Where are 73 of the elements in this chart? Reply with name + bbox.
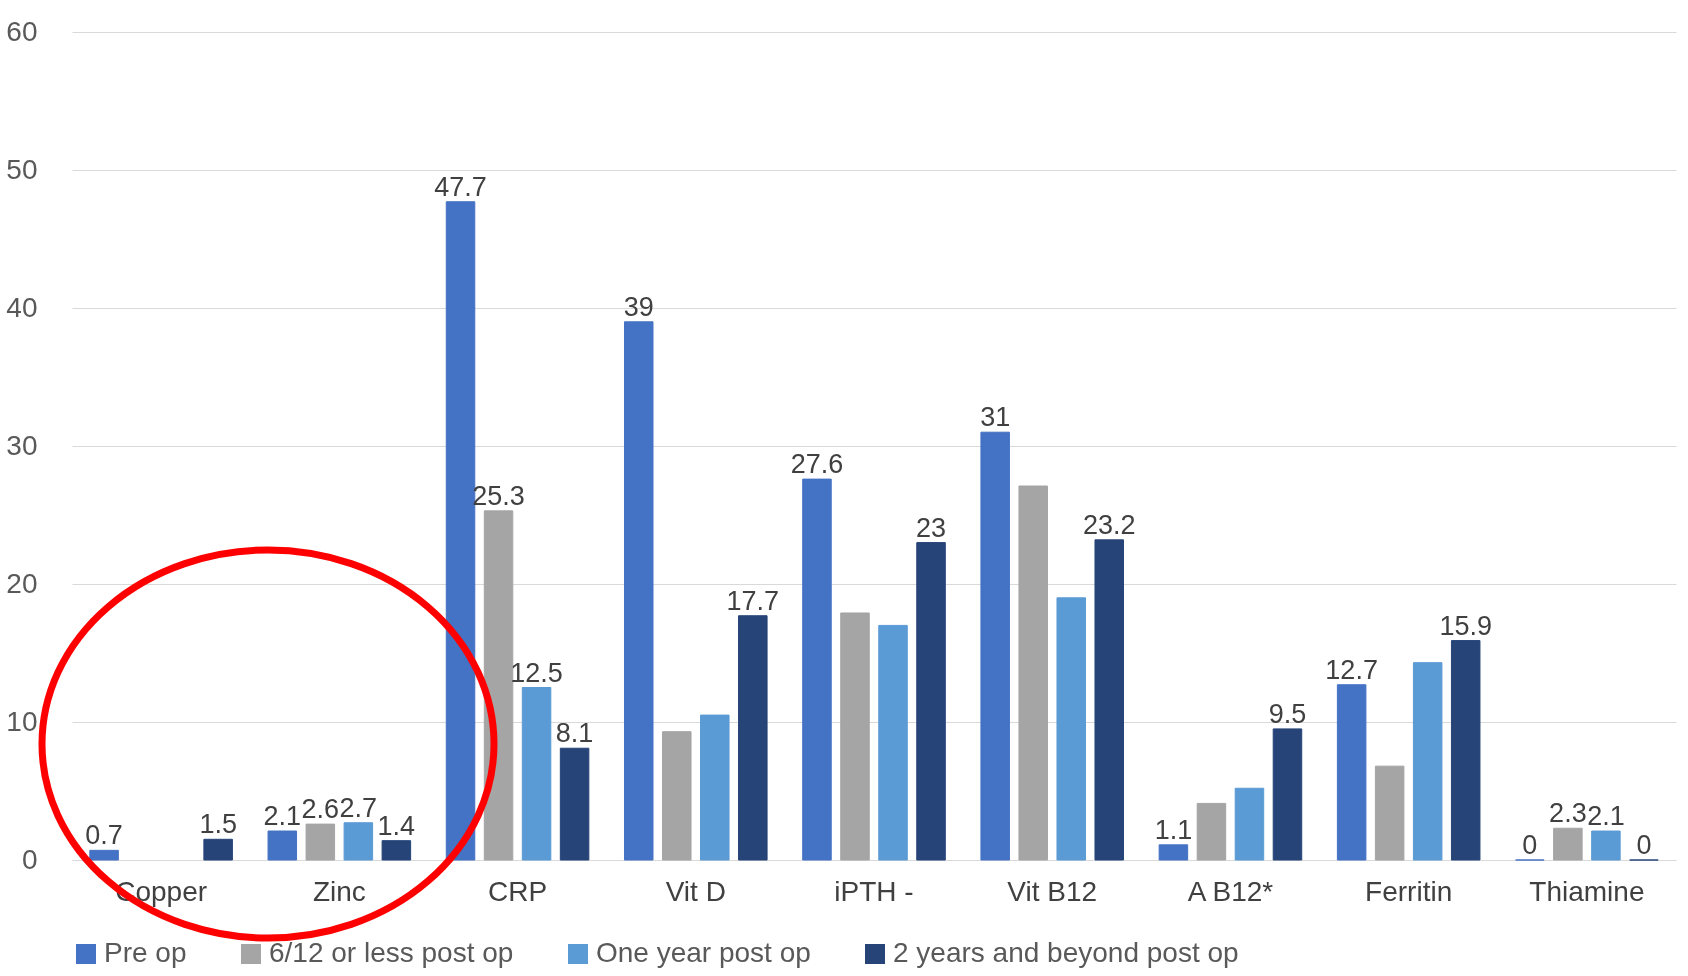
data-label: 0: [1636, 830, 1652, 860]
bar: [381, 840, 412, 861]
y-tick-label: 0: [21, 843, 38, 875]
legend-label: Pre op: [104, 937, 187, 968]
x-tick-label: Thiamine: [1529, 875, 1645, 907]
bar: [623, 321, 654, 861]
data-label: 9.5: [1268, 698, 1307, 729]
bar: [916, 542, 946, 861]
y-tick-label: 10: [6, 705, 38, 737]
data-label: 2.1: [263, 801, 302, 832]
y-tick-label: 20: [6, 567, 38, 599]
bar: [980, 431, 1010, 861]
data-label: 2.6: [301, 794, 340, 825]
bar: [559, 747, 590, 861]
data-label: 2.1: [1587, 801, 1625, 832]
bar: [1336, 684, 1367, 861]
bar: [1591, 830, 1621, 861]
y-tick-label: 50: [6, 153, 38, 185]
data-label: 47.7: [434, 171, 487, 202]
bar: [1056, 597, 1086, 861]
bar: [1158, 844, 1189, 861]
legend-label: 6/12 or less post op: [269, 937, 514, 968]
bar: [1553, 827, 1583, 861]
data-label: 15.9: [1439, 610, 1492, 641]
x-tick-label: Vit D: [665, 875, 726, 907]
bar: [483, 510, 514, 861]
x-tick-label: Vit B12: [1007, 875, 1098, 907]
bar: [1018, 485, 1048, 861]
bar: [89, 849, 119, 861]
x-tick-label: A B12*: [1187, 875, 1274, 907]
x-tick-label: Ferritin: [1365, 875, 1453, 907]
bar: [267, 830, 298, 861]
data-label: 1.5: [199, 809, 237, 840]
data-label: 2.7: [339, 792, 378, 823]
x-tick-label: Zinc: [312, 875, 366, 907]
bar: [521, 687, 552, 861]
bar: [1094, 539, 1125, 861]
data-label: 0.7: [85, 820, 123, 851]
data-label: 39: [623, 291, 654, 322]
y-tick-label: 30: [6, 429, 38, 461]
bar: [305, 823, 336, 861]
data-label: 12.5: [510, 657, 563, 688]
bar: [1272, 728, 1303, 861]
bar: [1374, 765, 1405, 861]
legend-label: 2 years and beyond post op: [893, 937, 1239, 968]
bar: [878, 624, 908, 861]
bar: [802, 478, 832, 861]
legend-label: One year post op: [596, 937, 811, 968]
y-tick-label: 40: [6, 291, 38, 323]
data-label: 17.7: [726, 585, 780, 616]
bar: [840, 612, 870, 861]
x-tick-label: CRP: [487, 875, 548, 907]
data-label: 23.2: [1082, 509, 1136, 540]
bar: [1234, 787, 1265, 861]
data-label: 23: [916, 512, 947, 543]
bar: [700, 714, 730, 861]
bar: [1412, 662, 1443, 861]
data-label: 12.7: [1325, 654, 1378, 685]
x-tick-label: iPTH -: [834, 875, 914, 907]
data-label: 2.3: [1549, 798, 1587, 829]
bar: [203, 838, 233, 861]
bar: [1196, 802, 1227, 861]
data-label: 27.6: [790, 449, 844, 480]
data-label: 1.1: [1154, 814, 1193, 845]
data-label: 31: [980, 402, 1011, 433]
data-label: 1.4: [377, 810, 416, 841]
y-tick-label: 60: [6, 15, 38, 47]
data-label: 8.1: [555, 718, 594, 749]
bar: [738, 615, 768, 861]
data-label: 0: [1522, 830, 1538, 860]
bar: [1450, 640, 1481, 861]
bar: [662, 731, 692, 861]
bar: [343, 822, 374, 861]
